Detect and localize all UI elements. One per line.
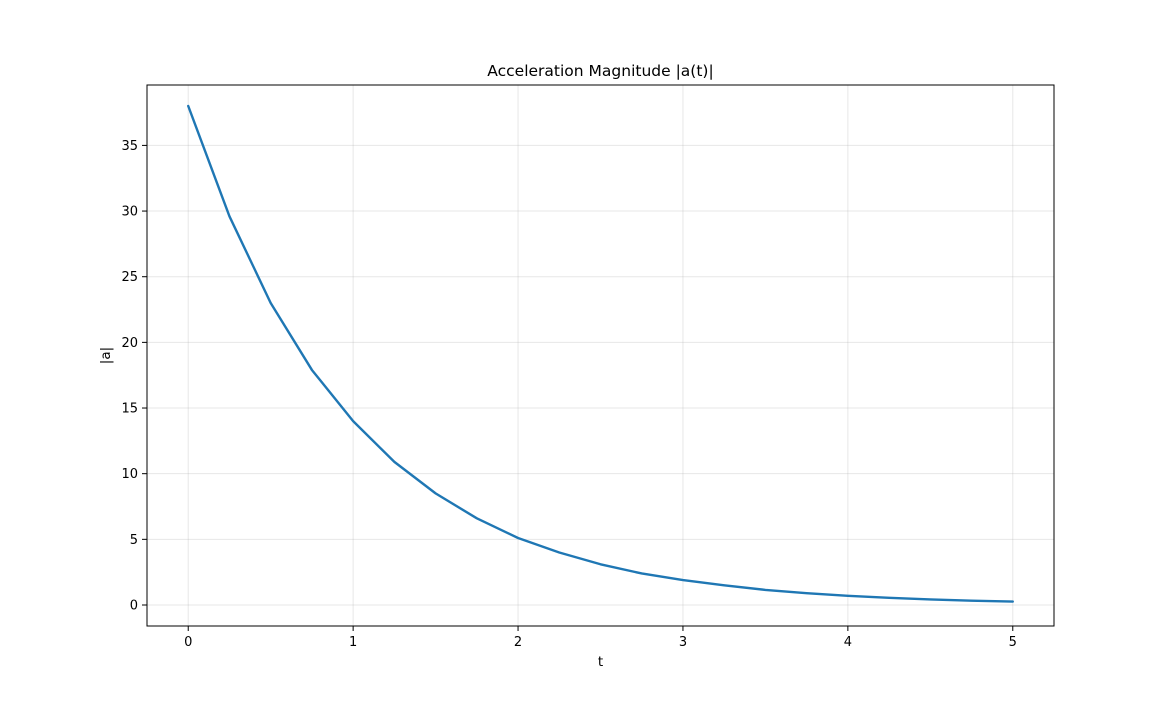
chart-title: Acceleration Magnitude |a(t)| (487, 62, 713, 80)
y-tick-label: 25 (121, 270, 138, 285)
y-tick-label: 5 (130, 533, 138, 548)
y-tick-label: 15 (121, 402, 138, 417)
y-axis-label: |a| (98, 347, 114, 364)
y-tick-label: 20 (121, 336, 138, 351)
x-tick-label: 1 (349, 635, 357, 650)
y-tick-label: 10 (121, 467, 138, 482)
series-line (187, 104, 1014, 603)
x-tick-label: 2 (514, 635, 522, 650)
x-tick-label: 3 (679, 635, 687, 650)
x-axis-ticks: 0 1 2 3 4 5 (184, 626, 1017, 650)
y-axis-ticks: 0 5 10 15 20 25 30 35 (121, 139, 147, 613)
grid-lines (147, 85, 1054, 626)
y-tick-label: 0 (130, 598, 138, 613)
y-tick-label: 30 (121, 205, 138, 220)
x-axis-label: t (598, 654, 603, 670)
plot-frame (146, 84, 1055, 627)
x-tick-label: 4 (844, 635, 852, 650)
y-tick-label: 35 (121, 139, 138, 154)
x-tick-label: 0 (184, 635, 192, 650)
x-tick-label: 5 (1009, 635, 1017, 650)
series-layer (187, 104, 1014, 603)
